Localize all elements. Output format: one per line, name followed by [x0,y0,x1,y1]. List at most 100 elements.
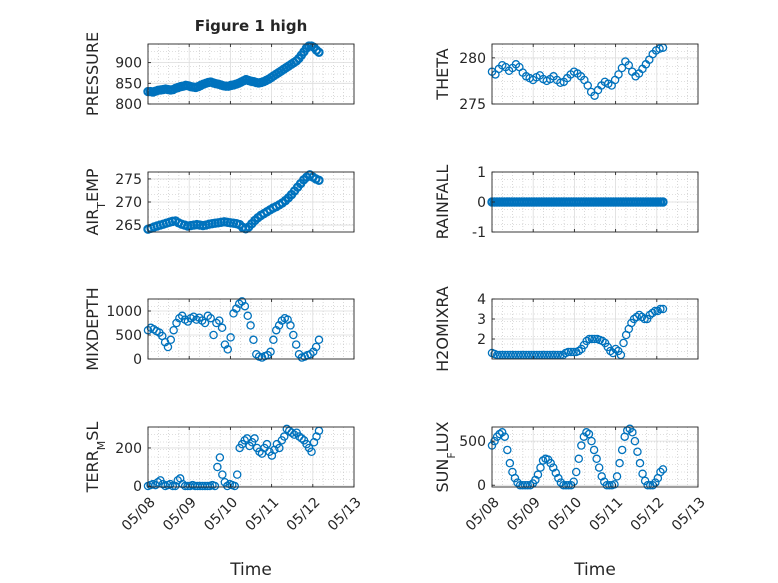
data-point [178,479,187,489]
data-point [637,312,647,322]
y-tick-label: 0 [477,478,486,494]
data-point [648,308,657,318]
data-point [629,314,639,324]
y-tick-label: 900 [115,56,142,72]
data-point [314,335,324,345]
data-point [210,481,220,491]
subplot-air_temp: 265 270 275 AIRTEMP [83,168,355,236]
data-point [650,306,660,316]
x-tick-label: 05/09 [160,494,200,534]
data-point [189,312,198,322]
axes-box [491,43,699,105]
data-point [653,306,662,316]
y-axis-label: MIXDEPTH [83,287,102,370]
data-point [643,480,652,490]
axes-box [147,298,355,360]
y-axis-label: TERRMSL [83,422,108,494]
data-point [546,458,555,468]
y-tick-label: 3 [477,312,486,328]
data-point [617,445,627,455]
y-tick-label: 4 [477,292,486,308]
data-point [640,476,650,486]
data-point [551,468,561,478]
subplot-sun_flux: 0 500 05/08 05/09 05/10 05/11 05/12 05/13 SUNFLU… [433,421,709,534]
data-point [590,334,599,344]
x-tick-label: 05/09 [504,494,544,534]
data-point [209,330,218,340]
data-point [585,334,594,344]
data-point [269,335,278,345]
data-point [614,70,623,79]
data-point [584,429,594,439]
y-tick-label: 275 [459,97,486,113]
data-point [250,434,259,443]
data-point [638,469,647,479]
subplot-h2omixra: 2 3 4 H2OMIXRA [433,286,699,372]
data-point [163,342,173,352]
data-point [166,335,176,345]
y-tick-label: 280 [459,51,486,67]
data-point [523,480,532,490]
data-point [564,347,573,357]
data-point [606,346,615,356]
x-axis-label-right: Time [573,560,616,580]
data-point [597,472,606,481]
axes-box [491,298,699,360]
data-point [589,445,599,455]
data-point [615,458,624,468]
data-point [503,445,512,455]
data-point [230,481,239,491]
data-point [169,325,178,335]
data-point [531,475,540,485]
data-point [635,310,644,320]
data-point [280,432,289,441]
data-point [166,479,175,489]
subplot-theta: 275 280 THETA [433,43,699,113]
data-point [275,443,284,453]
y-tick-label: 2 [477,332,486,348]
data-point [592,454,601,464]
data-point [579,432,589,441]
data-point [610,480,619,489]
data-point [587,334,597,344]
data-point [628,428,637,437]
y-tick-label: 0 [133,479,142,495]
data-point [561,480,571,490]
data-point [633,447,642,456]
x-tick-label: 05/11 [586,494,626,534]
data-point [307,447,316,457]
data-point [640,314,649,324]
data-point [214,316,224,325]
y-tick-label: 1000 [106,304,142,320]
panels: 800 850 900 PRESSURE 275 280 THETA 265 270 275 AIR… [83,32,709,534]
data-point [658,465,668,474]
y-tick-label: 1 [477,165,486,181]
data-point [612,472,622,481]
data-point [577,441,586,450]
data-point [655,44,664,53]
data-point [246,321,255,330]
data-point [605,480,614,490]
x-axis-label-left: Time [229,560,272,580]
data-point [571,467,581,477]
data-point [249,335,258,345]
data-point [569,477,578,486]
axes-box [491,426,699,488]
data-point [520,480,530,490]
data-point [624,60,634,70]
data-point [168,481,178,491]
data-point [206,313,215,323]
x-tick-label: 05/08 [463,494,503,534]
y-axis-label: RAINFALL [433,165,452,240]
data-point [311,342,321,352]
data-point [223,345,233,354]
data-point [569,347,578,357]
data-point [490,436,499,446]
x-tick-label: 05/12 [284,494,324,534]
x-tick-label: 05/12 [628,494,668,534]
y-tick-label: 270 [115,195,142,211]
data-point [658,197,668,207]
subplot-pressure: 800 850 900 PRESSURE [83,32,355,116]
